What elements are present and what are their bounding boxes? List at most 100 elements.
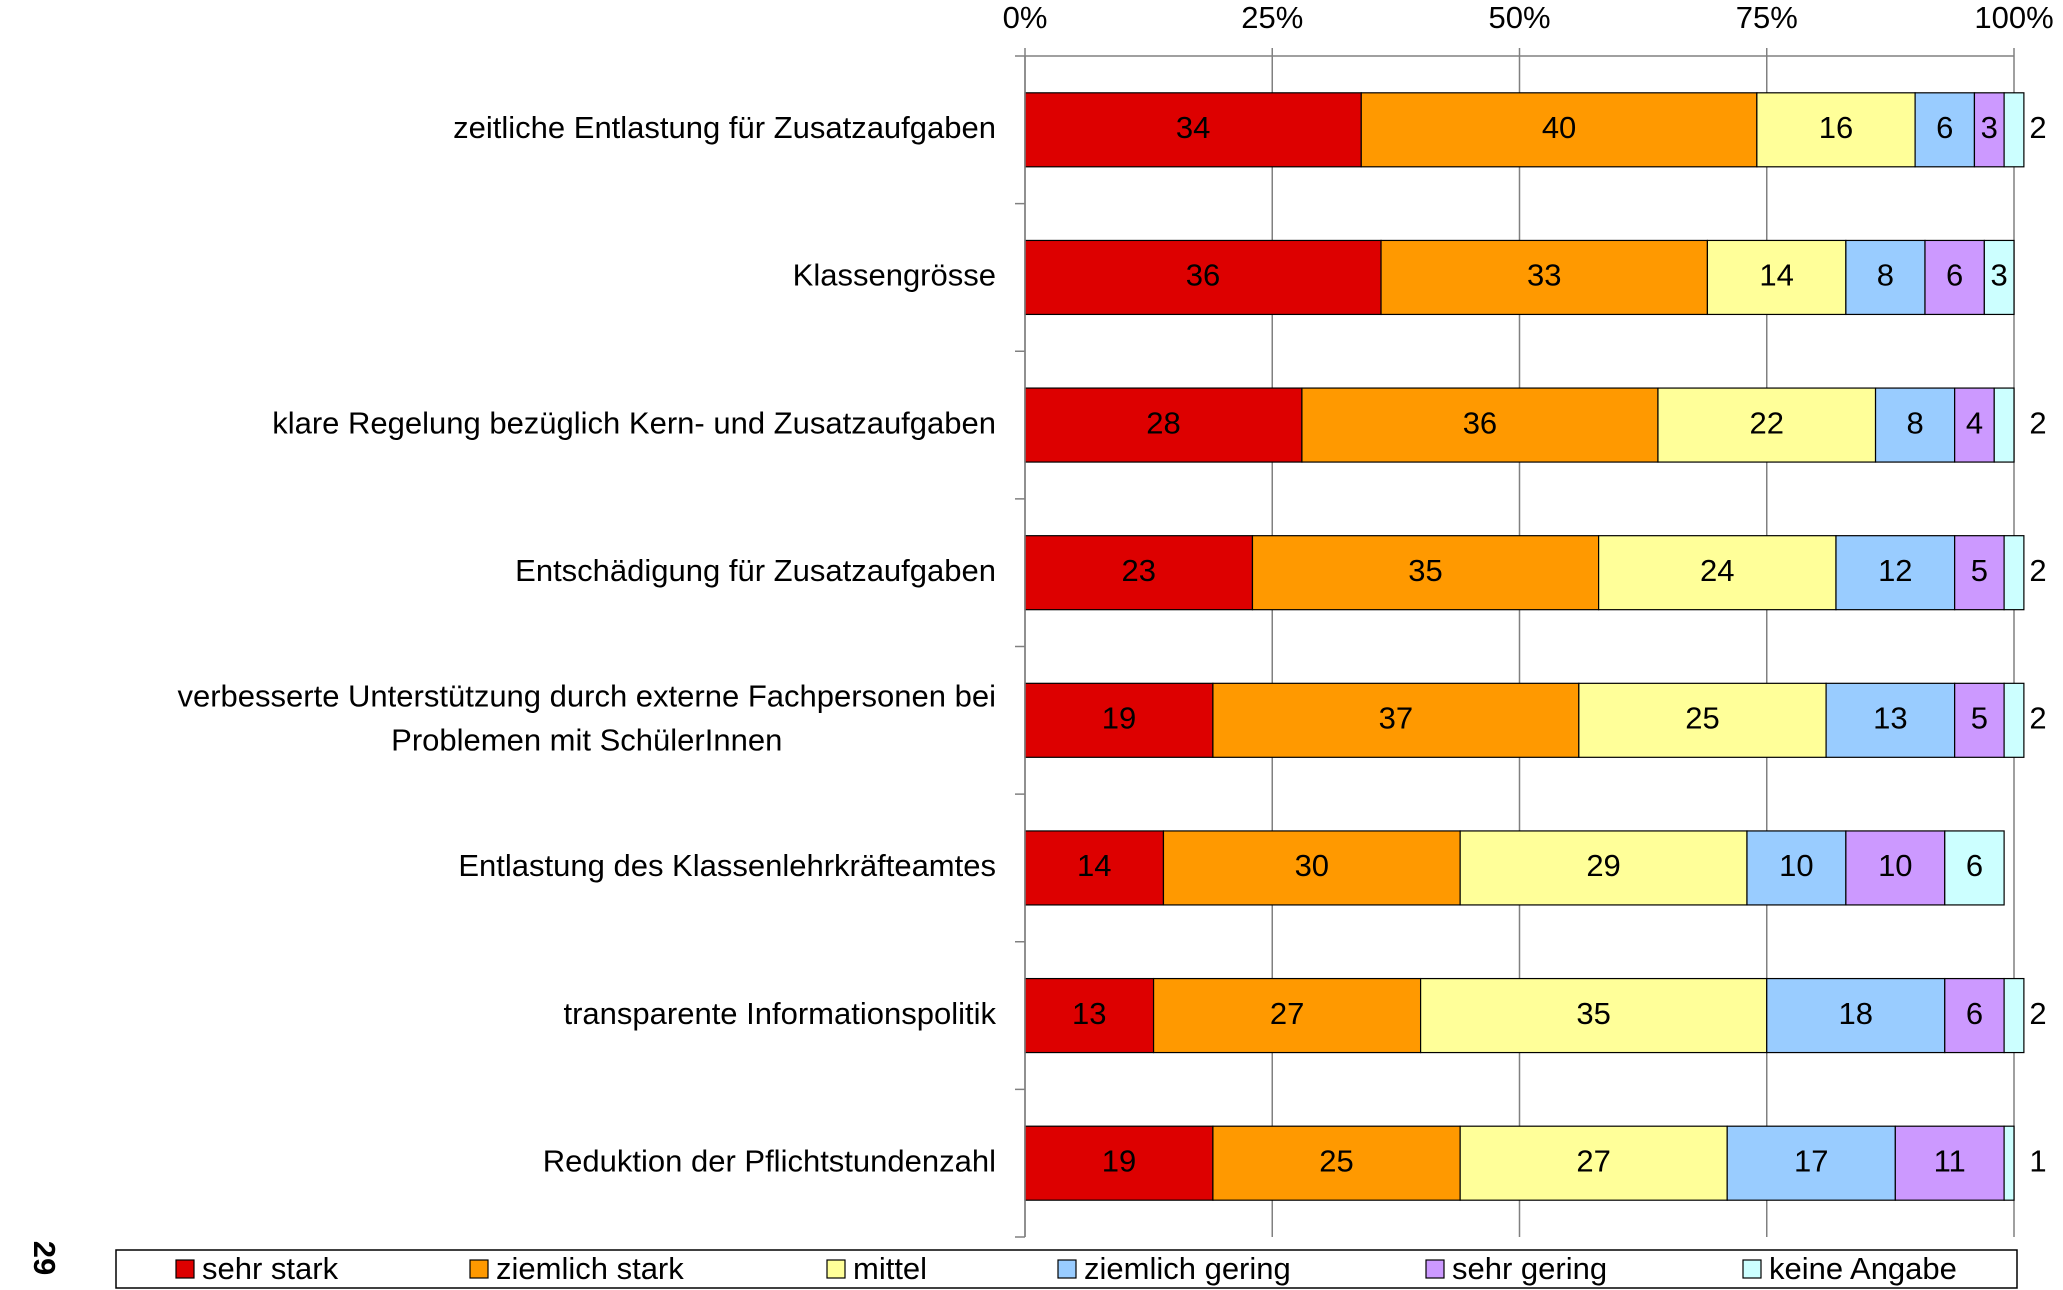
data-label: 10 — [1779, 848, 1813, 883]
category-label: zeitliche Entlastung für Zusatzaufgaben — [453, 110, 996, 145]
category-label: verbesserte Unterstützung durch externe … — [177, 679, 996, 758]
bar-segment — [1360, 92, 1758, 168]
legend-label: sehr stark — [202, 1251, 339, 1286]
data-label: 29 — [1586, 848, 1620, 883]
data-label: 36 — [1186, 258, 1220, 293]
bar-segment — [1301, 387, 1659, 463]
legend-label: keine Angabe — [1769, 1251, 1957, 1286]
data-label: 12 — [1878, 553, 1912, 588]
bar-segment — [1973, 92, 2005, 168]
bar-segment — [1924, 239, 1985, 316]
bar-segment — [1024, 92, 1362, 168]
data-label: 5 — [1971, 701, 1988, 736]
bar-segment — [1578, 682, 1827, 758]
data-label: 11 — [1934, 1143, 1966, 1178]
legend-label: ziemlich stark — [496, 1251, 684, 1286]
data-label: 13 — [1072, 996, 1106, 1031]
data-label: 33 — [1527, 258, 1561, 293]
x-tick-label: 50% — [1488, 0, 1550, 35]
data-label: 18 — [1839, 996, 1873, 1031]
bar-segment — [1598, 535, 1837, 611]
bar-segment — [1954, 387, 1995, 463]
data-label: 5 — [1971, 553, 1988, 588]
bar-segment — [1419, 977, 1768, 1054]
legend-swatch — [175, 1259, 195, 1279]
data-label: 6 — [1946, 258, 1963, 293]
bar-segment — [1024, 977, 1155, 1054]
bar-segment — [1944, 830, 2005, 906]
data-label: 10 — [1878, 848, 1912, 883]
data-label: 8 — [1906, 405, 1923, 440]
bar-segment — [1657, 387, 1877, 463]
data-label: 23 — [1121, 553, 1155, 588]
bar-segment — [1954, 535, 2005, 611]
bar-segment — [1024, 535, 1254, 611]
category-label: Entlastung des Klassenlehrkräfteamtes — [458, 848, 996, 883]
data-label: 35 — [1408, 553, 1442, 588]
bar-segment — [2003, 92, 2025, 168]
data-label: 27 — [1270, 996, 1304, 1031]
data-label: 35 — [1576, 996, 1610, 1031]
bar-segment — [1894, 1125, 2005, 1201]
data-label: 28 — [1146, 405, 1180, 440]
category-label: Klassengrösse — [793, 258, 996, 293]
data-label: 1 — [2029, 1143, 2046, 1178]
data-label: 2 — [2029, 110, 2046, 145]
x-tick-label: 75% — [1736, 0, 1798, 35]
data-label: 2 — [2029, 996, 2046, 1031]
page-number: 29 — [27, 1241, 62, 1275]
data-label: 36 — [1463, 405, 1497, 440]
bar-segment — [1162, 830, 1461, 906]
bar-segment — [1024, 830, 1165, 906]
x-tick-label: 0% — [1003, 0, 1048, 35]
category-label: klare Regelung bezüglich Kern- und Zusat… — [272, 405, 996, 440]
data-label: 19 — [1102, 1143, 1136, 1178]
bar-segment — [2003, 1125, 2015, 1201]
legend-label: ziemlich gering — [1084, 1251, 1291, 1286]
bar-segment — [1024, 682, 1214, 758]
bar-segment — [1746, 830, 1847, 906]
bar-segment — [1459, 1125, 1728, 1201]
category-label-line: verbesserte Unterstützung durch externe … — [177, 679, 996, 714]
data-label: 24 — [1700, 553, 1734, 588]
bar-segment — [1024, 1125, 1214, 1201]
data-label: 16 — [1819, 110, 1853, 145]
category-label: transparente Informationspolitik — [563, 996, 996, 1031]
bar-segment — [2003, 977, 2025, 1054]
data-label: 14 — [1077, 848, 1111, 883]
bar-segment — [1835, 535, 1956, 611]
legend-swatch — [1425, 1259, 1445, 1279]
category-label: Reduktion der Pflichtstundenzahl — [543, 1143, 996, 1178]
bar-segment — [1766, 977, 1946, 1054]
data-label: 2 — [2029, 405, 2046, 440]
data-label: 22 — [1750, 405, 1784, 440]
bar-segment — [1845, 830, 1946, 906]
data-label: 6 — [1966, 848, 1983, 883]
data-label: 8 — [1877, 258, 1894, 293]
data-label: 6 — [1966, 996, 1983, 1031]
bar-segment — [1024, 387, 1303, 463]
legend-swatch — [469, 1259, 489, 1279]
data-label: 19 — [1102, 701, 1136, 736]
bar-segment — [1726, 1125, 1896, 1201]
bar-segment — [1845, 239, 1926, 316]
data-label: 2 — [2029, 553, 2046, 588]
category-label: Entschädigung für Zusatzaufgaben — [515, 553, 996, 588]
data-label: 34 — [1176, 110, 1210, 145]
data-label: 17 — [1794, 1143, 1828, 1178]
data-label: 3 — [1981, 110, 1998, 145]
data-label: 27 — [1576, 1143, 1610, 1178]
data-label: 3 — [1991, 258, 2008, 293]
bar-segment — [1983, 239, 2015, 316]
bar-segment — [1874, 387, 1956, 463]
bar-segment — [2003, 535, 2025, 611]
bar-segment — [2003, 682, 2025, 758]
data-label: 4 — [1966, 405, 1983, 440]
data-label: 25 — [1685, 701, 1719, 736]
data-label: 37 — [1379, 701, 1413, 736]
legend-swatch — [1057, 1259, 1077, 1279]
x-tick-label: 25% — [1241, 0, 1303, 35]
data-label: 13 — [1873, 701, 1907, 736]
